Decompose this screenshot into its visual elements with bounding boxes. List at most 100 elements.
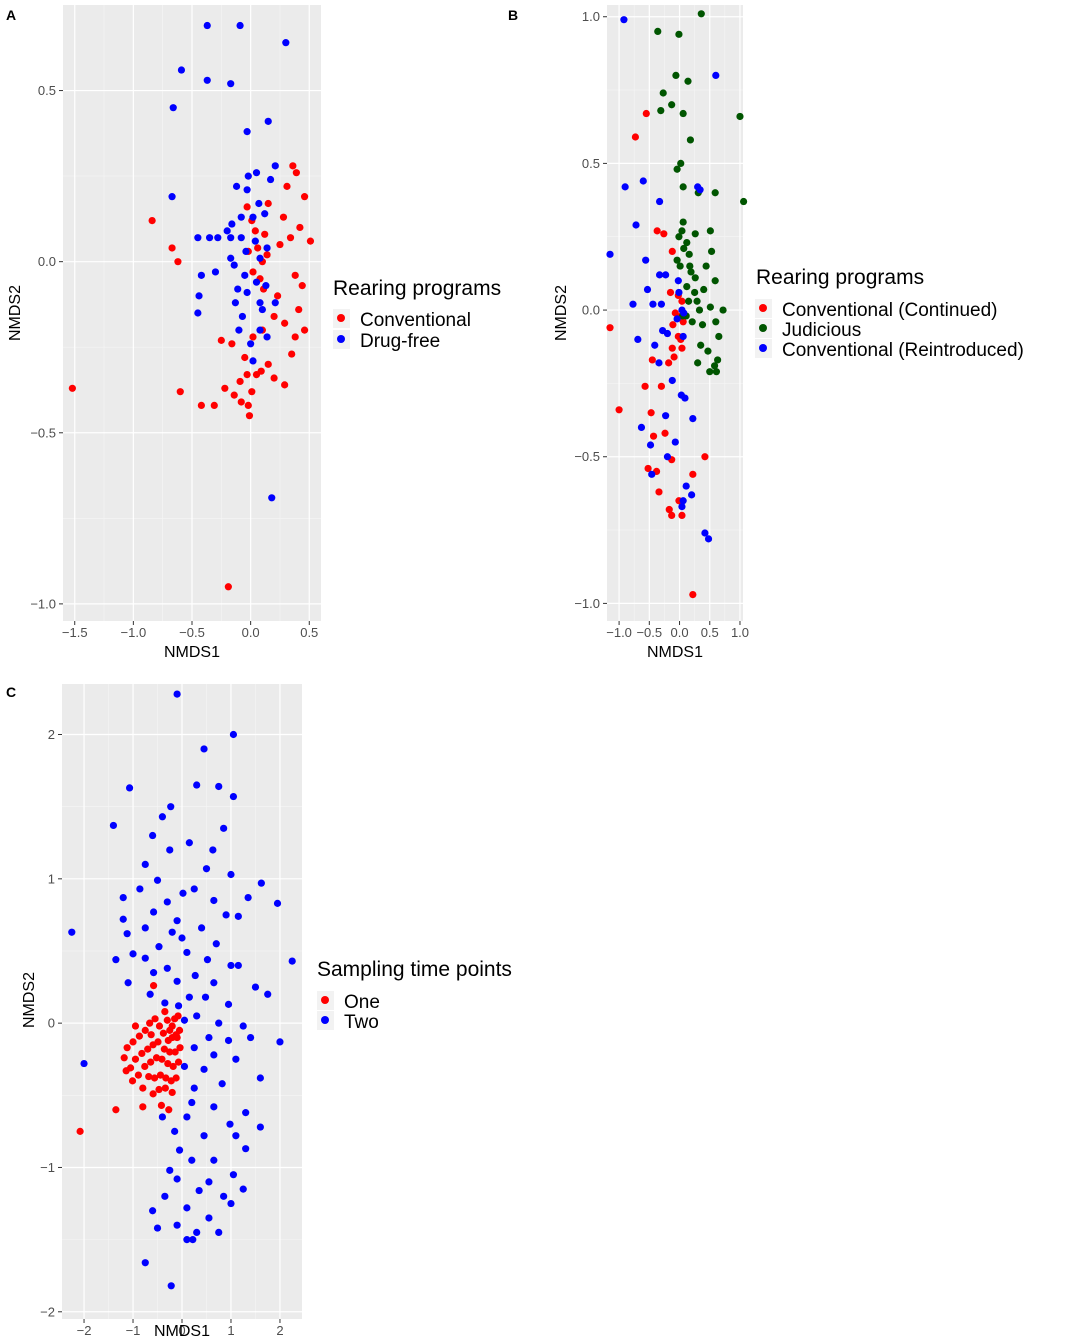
panel-a-x-axis-label: NMDS1 — [164, 644, 220, 661]
data-point-one — [120, 1054, 128, 1062]
data-point-one — [149, 1090, 157, 1098]
data-point-two — [188, 1098, 196, 1107]
data-point-conventional — [174, 258, 182, 266]
panel-b-legend-label-reintroduced: Conventional (Reintroduced) — [782, 340, 1024, 361]
data-point-one — [144, 1045, 152, 1053]
data-point-judicious — [691, 230, 699, 238]
data-point-two — [201, 993, 210, 1001]
data-point-conventional-continued — [678, 511, 686, 519]
data-point-two — [276, 1038, 284, 1046]
data-point-conventional — [286, 234, 295, 242]
data-point-conventional-continued — [689, 470, 697, 478]
data-point-drug-free — [243, 186, 251, 194]
data-point-one — [164, 1036, 172, 1045]
x-tick-label: 0.5 — [300, 625, 318, 640]
data-point-conventional — [168, 244, 176, 252]
data-point-conventional-reintroduced — [639, 177, 647, 185]
data-point-judicious — [673, 256, 681, 264]
data-point-drug-free — [168, 193, 176, 201]
data-point-two — [179, 889, 187, 897]
x-tick-label: 0.5 — [701, 625, 719, 640]
data-point-two — [215, 782, 223, 791]
data-point-drug-free — [234, 285, 242, 293]
data-point-conventional-reintroduced — [632, 221, 640, 229]
data-point-one — [129, 1038, 137, 1046]
data-point-judicious — [683, 239, 691, 247]
data-point-two — [80, 1059, 88, 1068]
panel-a: A −1.5 −1.0 −0.5 0.0 0.5 −1.0 −0.5 0.0 0.5 NMDS… — [6, 5, 501, 661]
data-point-judicious — [715, 332, 723, 341]
data-point-drug-free — [228, 220, 236, 228]
data-point-two — [218, 1080, 226, 1088]
panel-b-legend-key-judicious — [759, 324, 767, 332]
data-point-conventional — [245, 412, 254, 420]
data-point-one — [139, 1084, 147, 1092]
data-point-judicious — [706, 227, 714, 235]
data-point-two — [251, 983, 260, 991]
data-point-judicious — [697, 10, 705, 18]
data-point-two — [203, 956, 212, 964]
data-point-judicious — [719, 306, 727, 314]
data-point-drug-free — [252, 278, 261, 286]
data-point-one — [154, 1038, 162, 1046]
panel-a-legend: Rearing programs Conventional Drug-free — [333, 277, 501, 352]
data-point-two — [112, 956, 120, 964]
data-point-two — [183, 1236, 191, 1244]
data-point-two — [167, 1282, 175, 1290]
x-tick-label: 0.0 — [242, 625, 260, 640]
data-point-judicious — [712, 318, 720, 326]
data-point-conventional — [300, 326, 309, 334]
data-point-conventional — [263, 251, 271, 259]
data-point-two — [224, 1036, 233, 1045]
panel-c-x-axis-label: NMDS1 — [154, 1323, 210, 1339]
data-point-two — [212, 940, 220, 948]
data-point-conventional-reintroduced — [606, 250, 614, 258]
panel-b-legend-label-continued: Conventional (Continued) — [782, 300, 997, 321]
data-point-drug-free — [255, 199, 263, 208]
data-point-two — [173, 1221, 181, 1229]
data-point-two — [220, 1192, 228, 1200]
data-point-conventional-reintroduced — [678, 503, 686, 511]
data-point-conventional-continued — [670, 353, 678, 361]
data-point-two — [190, 1084, 198, 1092]
panel-b-legend-title: Rearing programs — [756, 266, 924, 289]
y-tick-label: −0.5 — [30, 425, 56, 440]
y-tick-label: −2 — [40, 1304, 55, 1319]
data-point-drug-free — [249, 357, 257, 365]
data-point-judicious — [712, 368, 721, 376]
data-point-two — [232, 1132, 240, 1140]
data-point-judicious — [695, 306, 704, 314]
data-point-conventional — [249, 333, 257, 341]
data-point-conventional-reintroduced — [621, 183, 629, 191]
data-point-judicious — [679, 183, 687, 191]
panel-b-legend-label-judicious: Judicious — [782, 320, 861, 341]
panel-c-legend: Sampling time points One Two — [317, 958, 512, 1033]
data-point-conventional-continued — [657, 382, 666, 390]
panel-b-x-axis-label: NMDS1 — [647, 644, 703, 661]
panel-c-legend-label-one: One — [344, 992, 380, 1013]
x-tick-label: −0.5 — [179, 625, 205, 640]
data-point-one — [174, 1012, 182, 1020]
data-point-judicious — [684, 77, 692, 85]
data-point-conventional-reintroduced — [634, 335, 642, 343]
data-point-judicious — [676, 262, 684, 270]
panel-b-y-axis-label: NMDS2 — [553, 285, 570, 341]
data-point-drug-free — [271, 299, 279, 307]
data-point-two — [161, 1192, 169, 1200]
data-point-conventional — [217, 336, 225, 344]
data-point-two — [185, 839, 193, 847]
data-point-conventional-reintroduced — [662, 271, 670, 279]
data-point-two — [200, 1065, 208, 1073]
data-point-two — [205, 1178, 213, 1186]
panel-c-letter: C — [6, 684, 16, 700]
panel-c-legend-key-two — [321, 1016, 329, 1024]
data-point-two — [174, 1002, 183, 1010]
data-point-conventional — [243, 371, 251, 379]
data-point-one — [169, 1062, 177, 1071]
data-point-conventional — [148, 217, 156, 225]
data-point-one — [149, 982, 158, 990]
data-point-two — [123, 930, 131, 938]
x-tick-label: 2 — [276, 1323, 283, 1338]
data-point-two — [200, 745, 208, 753]
data-point-conventional-continued — [666, 288, 675, 297]
